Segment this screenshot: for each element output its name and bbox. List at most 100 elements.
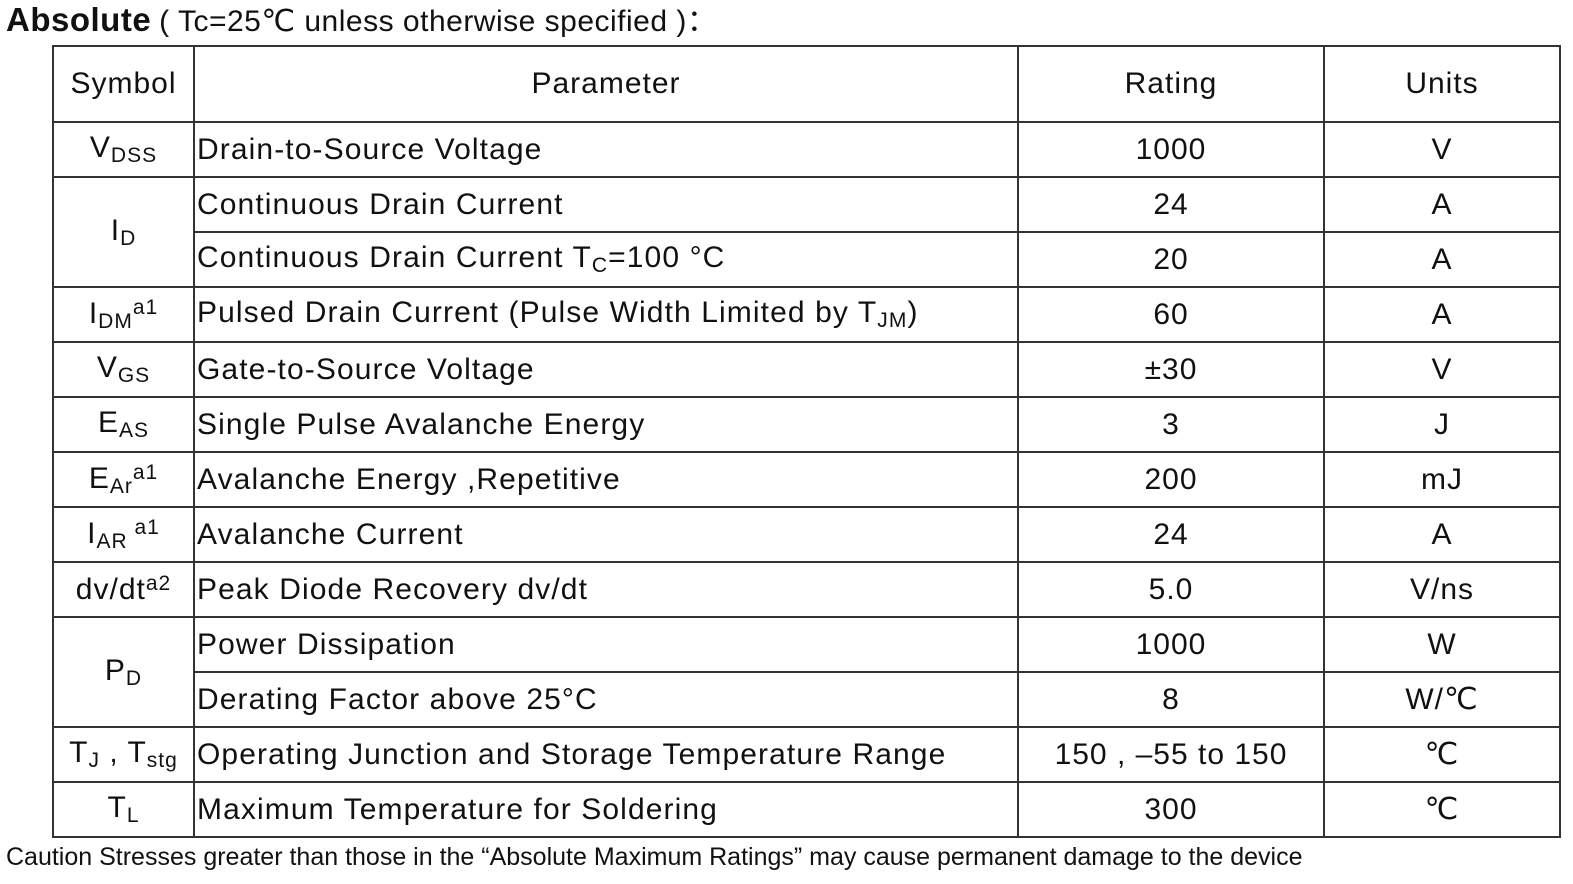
text-run: E [88, 461, 110, 495]
parameter-cell: Pulsed Drain Current (Pulse Width Limite… [193, 286, 1019, 343]
table-row: EAra1 Avalanche Energy ,Repetitive 200 mJ [52, 451, 1561, 508]
units-cell: V [1323, 341, 1561, 398]
units-cell: V/ns [1323, 561, 1561, 618]
symbol-cell: EAS [52, 396, 195, 453]
units-cell: ℃ [1323, 781, 1561, 838]
rating-cell: 60 [1017, 286, 1325, 343]
rating-cell: 20 [1017, 231, 1325, 288]
text-run: Drain-to-Source Voltage [197, 132, 543, 166]
text-run: E [97, 406, 119, 439]
text-run: Single Pulse Avalanche Energy [197, 407, 646, 441]
units-cell: A [1323, 286, 1561, 343]
symbol-cell: VGS [52, 341, 195, 398]
units-cell: V [1323, 121, 1561, 178]
text-run: V [89, 131, 111, 164]
symbol-cell: TL [52, 781, 195, 838]
text-run: T [69, 736, 89, 769]
text-run: Peak Diode Recovery dv/dt [197, 572, 589, 606]
parameter-cell: Avalanche Current [193, 506, 1019, 563]
text-run: Derating Factor above 25°C [197, 682, 598, 716]
parameter-cell: Derating Factor above 25°C [193, 671, 1019, 728]
parameter-cell: Gate-to-Source Voltage [193, 341, 1019, 398]
text-run: stg [146, 749, 178, 772]
rating-cell: ±30 [1017, 341, 1325, 398]
text-run: a1 [132, 460, 159, 484]
rating-cell: 150 , –55 to 150 [1017, 726, 1325, 783]
table-row: ID Continuous Drain Current 24 A [52, 176, 1561, 288]
text-run: Operating Junction and Storage Temperatu… [197, 737, 947, 771]
text-run: J [88, 749, 100, 772]
parameter-cell: Continuous Drain Current TC=100 °C [193, 231, 1019, 288]
symbol-cell: ID [52, 176, 195, 288]
text-run: P [104, 653, 126, 687]
parameter-cell: Single Pulse Avalanche Energy [193, 396, 1019, 453]
symbol-cell: PD [52, 616, 195, 728]
ratings-table: Symbol Parameter Rating Units VDSS Drain-to-… [52, 45, 1561, 838]
text-run: DSS [110, 144, 158, 167]
text-run: Avalanche Energy ,Repetitive [197, 462, 621, 496]
text-run: Gate-to-Source Voltage [197, 352, 535, 386]
text-run: V [96, 351, 118, 384]
text-run: I [87, 516, 97, 550]
text-run: a1 [127, 515, 160, 539]
table-row: dv/dta2 Peak Diode Recovery dv/dt 5.0 V/ns [52, 561, 1561, 618]
symbol-cell: VDSS [52, 121, 195, 178]
text-run: dv/dt [75, 573, 146, 606]
table-row: PD Power Dissipation 1000 W [52, 616, 1561, 728]
text-run: T [107, 791, 127, 824]
symbol-cell: IDMa1 [52, 286, 195, 343]
text-run: Pulsed Drain Current (Pulse Width Limite… [197, 296, 878, 329]
text-run: Maximum Temperature for Soldering [197, 792, 718, 826]
parameter-cell: Drain-to-Source Voltage [193, 121, 1019, 178]
caution-note: Caution Stresses greater than those in t… [6, 843, 1303, 871]
table-row: TJ , Tstg Operating Junction and Storage … [52, 726, 1561, 783]
header-cell: Units [1323, 45, 1561, 123]
parameter-cell: Operating Junction and Storage Temperatu… [193, 726, 1019, 783]
rating-cell: 1000 [1017, 121, 1325, 178]
text-run: I [110, 213, 121, 247]
table-row: IDMa1 Pulsed Drain Current (Pulse Width L… [52, 286, 1561, 343]
header-cell: Rating [1017, 45, 1325, 123]
text-run: GS [117, 364, 151, 387]
rating-cell: 5.0 [1017, 561, 1325, 618]
text-run: Power Dissipation [197, 627, 456, 661]
units-cell: W [1323, 616, 1561, 673]
parameter-cell: Avalanche Energy ,Repetitive [193, 451, 1019, 508]
text-run: AR [96, 529, 128, 553]
table-row: EAS Single Pulse Avalanche Energy 3 J [52, 396, 1561, 453]
header-row: Symbol Parameter Rating Units [52, 45, 1561, 123]
parameter-cell: Peak Diode Recovery dv/dt [193, 561, 1019, 618]
symbol-cell: EAra1 [52, 451, 195, 508]
text-run: Ar [109, 474, 133, 498]
text-run: Avalanche Current [197, 517, 464, 551]
text-run: JM [877, 309, 908, 332]
text-run: ) [907, 296, 919, 329]
heading: Absolute( Tc=25℃ unless otherwise specif… [6, 0, 717, 40]
units-cell: ℃ [1323, 726, 1561, 783]
rating-cell: 1000 [1017, 616, 1325, 673]
units-cell: mJ [1323, 451, 1561, 508]
text-run: a2 [145, 572, 172, 595]
text-run: Continuous Drain Current T [197, 241, 592, 274]
units-cell: W/℃ [1323, 671, 1561, 728]
header-cell: Symbol [52, 45, 195, 123]
text-run: I [88, 296, 99, 330]
text-run: , T [100, 736, 147, 769]
rating-cell: 3 [1017, 396, 1325, 453]
parameter-cell: Power Dissipation [193, 616, 1019, 673]
rating-cell: 200 [1017, 451, 1325, 508]
units-cell: A [1323, 231, 1561, 288]
text-run: L [126, 804, 140, 827]
table-row: VDSS Drain-to-Source Voltage 1000 V [52, 121, 1561, 178]
table-row: VGS Gate-to-Source Voltage ±30 V [52, 341, 1561, 398]
text-run: =100 °C [608, 241, 726, 274]
symbol-cell: dv/dta2 [52, 561, 195, 618]
text-run: AS [119, 419, 150, 442]
rating-cell: 300 [1017, 781, 1325, 838]
text-run: D [125, 666, 143, 690]
text-run: Continuous Drain Current [197, 187, 564, 221]
units-cell: J [1323, 396, 1561, 453]
header-cell: Parameter [193, 45, 1019, 123]
rating-cell: 24 [1017, 176, 1325, 233]
